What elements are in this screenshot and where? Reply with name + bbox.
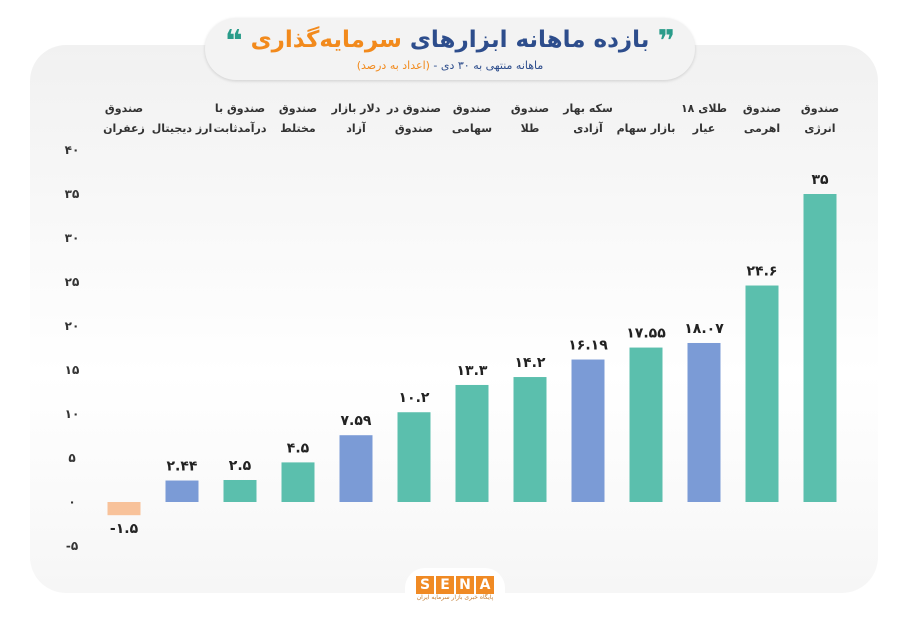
y-tick-label: ۲۵ <box>65 275 80 289</box>
x-category-label: صندوق در <box>386 102 441 115</box>
y-tick-label: ۳۵ <box>65 187 80 201</box>
x-category-label: صندوق <box>105 102 143 115</box>
y-tick-label: ۱۵ <box>65 363 80 377</box>
bar <box>571 359 605 502</box>
bar <box>397 412 431 502</box>
x-category-label: صندوق <box>395 122 433 135</box>
x-category-label: بازار سهام <box>617 122 676 135</box>
logo-tagline: پایگاه خبری بازار سرمایه ایران <box>416 594 494 601</box>
data-label: ۷.۵۹ <box>341 413 372 429</box>
bar <box>513 377 547 502</box>
data-label: ۱۴.۲ <box>515 355 546 371</box>
y-tick-label: ۰ <box>68 495 75 509</box>
title-part1: بازده ماهانه ابزارهای <box>409 27 650 53</box>
x-category-label: درآمدثابت <box>214 121 267 135</box>
y-tick-label: ۵ <box>68 451 75 465</box>
title-banner: ❞ بازده ماهانه ابزارهای سرمایه‌گذاری ❝ م… <box>205 18 695 80</box>
bar <box>339 435 373 502</box>
bar <box>281 462 315 502</box>
data-label: ۱۶.۱۹ <box>568 338 608 354</box>
x-category-label: دلار بازار <box>331 102 381 115</box>
data-label: ۱۰.۲ <box>399 390 430 406</box>
data-label: ۱۳.۳ <box>457 363 488 379</box>
x-category-label: صندوق <box>279 102 317 115</box>
x-category-label: انرژی <box>804 122 835 135</box>
chart-subtitle: ماهانه منتهی به ۳۰ دی - (اعداد به درصد) <box>205 59 695 72</box>
data-label: -۱.۵ <box>110 521 139 537</box>
y-tick-label: ۲۰ <box>65 319 80 333</box>
subtitle-note: (اعداد به درصد) <box>356 59 430 72</box>
x-category-label: ارز دیجیتال <box>152 122 213 135</box>
bar <box>803 194 837 502</box>
data-label: ۲.۴۴ <box>167 459 198 475</box>
chart-title: ❞ بازده ماهانه ابزارهای سرمایه‌گذاری ❝ <box>205 24 695 59</box>
x-category-label: صندوق <box>453 102 491 115</box>
y-tick-label: ۳۰ <box>65 231 80 245</box>
bar <box>629 347 663 502</box>
bar <box>455 384 489 502</box>
x-category-label: آزاد <box>346 121 366 135</box>
x-category-label: صندوق با <box>215 102 265 115</box>
data-label: ۲۴.۶ <box>747 264 778 280</box>
quote-open-icon: ❞ <box>657 24 676 59</box>
quote-close-icon: ❝ <box>224 24 243 59</box>
x-category-label: صندوق <box>801 102 839 115</box>
x-category-label: سهامی <box>452 122 492 135</box>
subtitle-text: ماهانه منتهی به ۳۰ دی - <box>429 59 544 72</box>
x-category-label: مختلط <box>280 122 316 135</box>
y-tick-label: ۱۰ <box>65 407 80 421</box>
y-tick-label: -۵ <box>66 539 78 553</box>
data-label: ۱۷.۵۵ <box>626 326 666 342</box>
x-category-label: سکه بهار <box>562 102 613 115</box>
title-part2: سرمایه‌گذاری <box>250 27 402 53</box>
bar <box>223 480 257 502</box>
y-tick-label: ۴۰ <box>65 143 80 157</box>
x-category-label: صندوق <box>743 102 781 115</box>
data-label: ۳۵ <box>811 172 829 188</box>
x-category-label: صندوق <box>511 102 549 115</box>
bar <box>687 342 721 502</box>
x-category-label: آزادی <box>573 121 603 135</box>
data-label: ۱۸.۰۷ <box>684 321 724 337</box>
x-category-label: طلای ۱۸ <box>681 102 727 115</box>
x-category-label: اهرمی <box>744 122 780 135</box>
x-category-label: زعفران <box>103 122 145 135</box>
x-category-label: طلا <box>521 122 540 135</box>
x-category-label: عیار <box>692 122 715 135</box>
data-label: ۲.۵ <box>229 458 252 474</box>
bar <box>745 285 779 502</box>
bar <box>107 502 141 516</box>
data-label: ۴.۵ <box>287 440 310 456</box>
bar <box>165 480 199 502</box>
